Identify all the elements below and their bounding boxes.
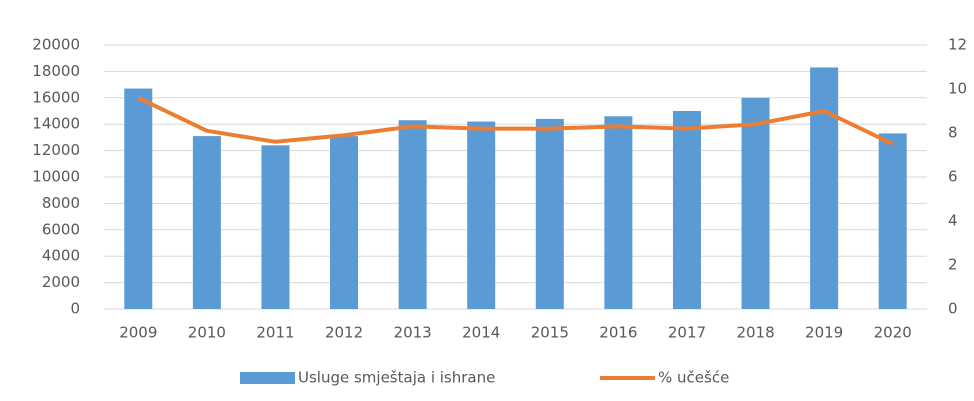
x-tick-label: 2019 — [805, 324, 843, 342]
x-tick-label: 2013 — [394, 324, 432, 342]
legend-label: Usluge smještaja i ishrane — [298, 369, 495, 387]
y2-tick-label: 8 — [948, 124, 958, 142]
y-tick-label: 20000 — [32, 36, 80, 54]
x-tick-label: 2012 — [325, 324, 363, 342]
bar — [398, 120, 427, 310]
y-tick-label: 0 — [70, 300, 80, 318]
x-tick-label: 2010 — [188, 324, 226, 342]
x-tick-label: 2009 — [119, 324, 157, 342]
y2-tick-label: 12 — [948, 36, 967, 54]
legend-swatch — [240, 372, 295, 384]
y-tick-label: 4000 — [42, 247, 80, 265]
y2-tick-label: 6 — [948, 168, 958, 186]
x-tick-label: 2018 — [736, 324, 774, 342]
bar — [535, 118, 564, 309]
y-tick-label: 2000 — [42, 273, 80, 291]
x-tick-label: 2011 — [256, 324, 294, 342]
y-tick-label: 10000 — [32, 168, 80, 186]
line — [137, 95, 894, 146]
bar — [604, 116, 633, 309]
bar — [192, 136, 221, 309]
y-tick-label: 14000 — [32, 115, 80, 133]
x-tick-label: 2020 — [874, 324, 912, 342]
bar — [124, 88, 153, 309]
y-tick-label: 12000 — [32, 141, 80, 159]
y2-tick-label: 0 — [948, 300, 958, 318]
bar — [672, 111, 701, 309]
x-tick-label: 2015 — [531, 324, 569, 342]
bar — [261, 145, 290, 309]
bar — [810, 67, 839, 309]
y-tick-label: 6000 — [42, 220, 80, 238]
y-tick-label: 18000 — [32, 62, 80, 80]
bar — [467, 121, 496, 309]
bar — [878, 133, 907, 309]
x-tick-label: 2017 — [668, 324, 706, 342]
x-tick-label: 2014 — [462, 324, 500, 342]
y2-tick-label: 4 — [948, 212, 958, 230]
y-tick-label: 8000 — [42, 194, 80, 212]
bar — [741, 97, 770, 309]
y2-tick-label: 2 — [948, 256, 958, 274]
bar — [330, 136, 359, 309]
y-tick-label: 16000 — [32, 88, 80, 106]
y2-tick-label: 10 — [948, 80, 967, 98]
x-tick-label: 2016 — [599, 324, 637, 342]
legend-label: % učešće — [658, 369, 729, 387]
